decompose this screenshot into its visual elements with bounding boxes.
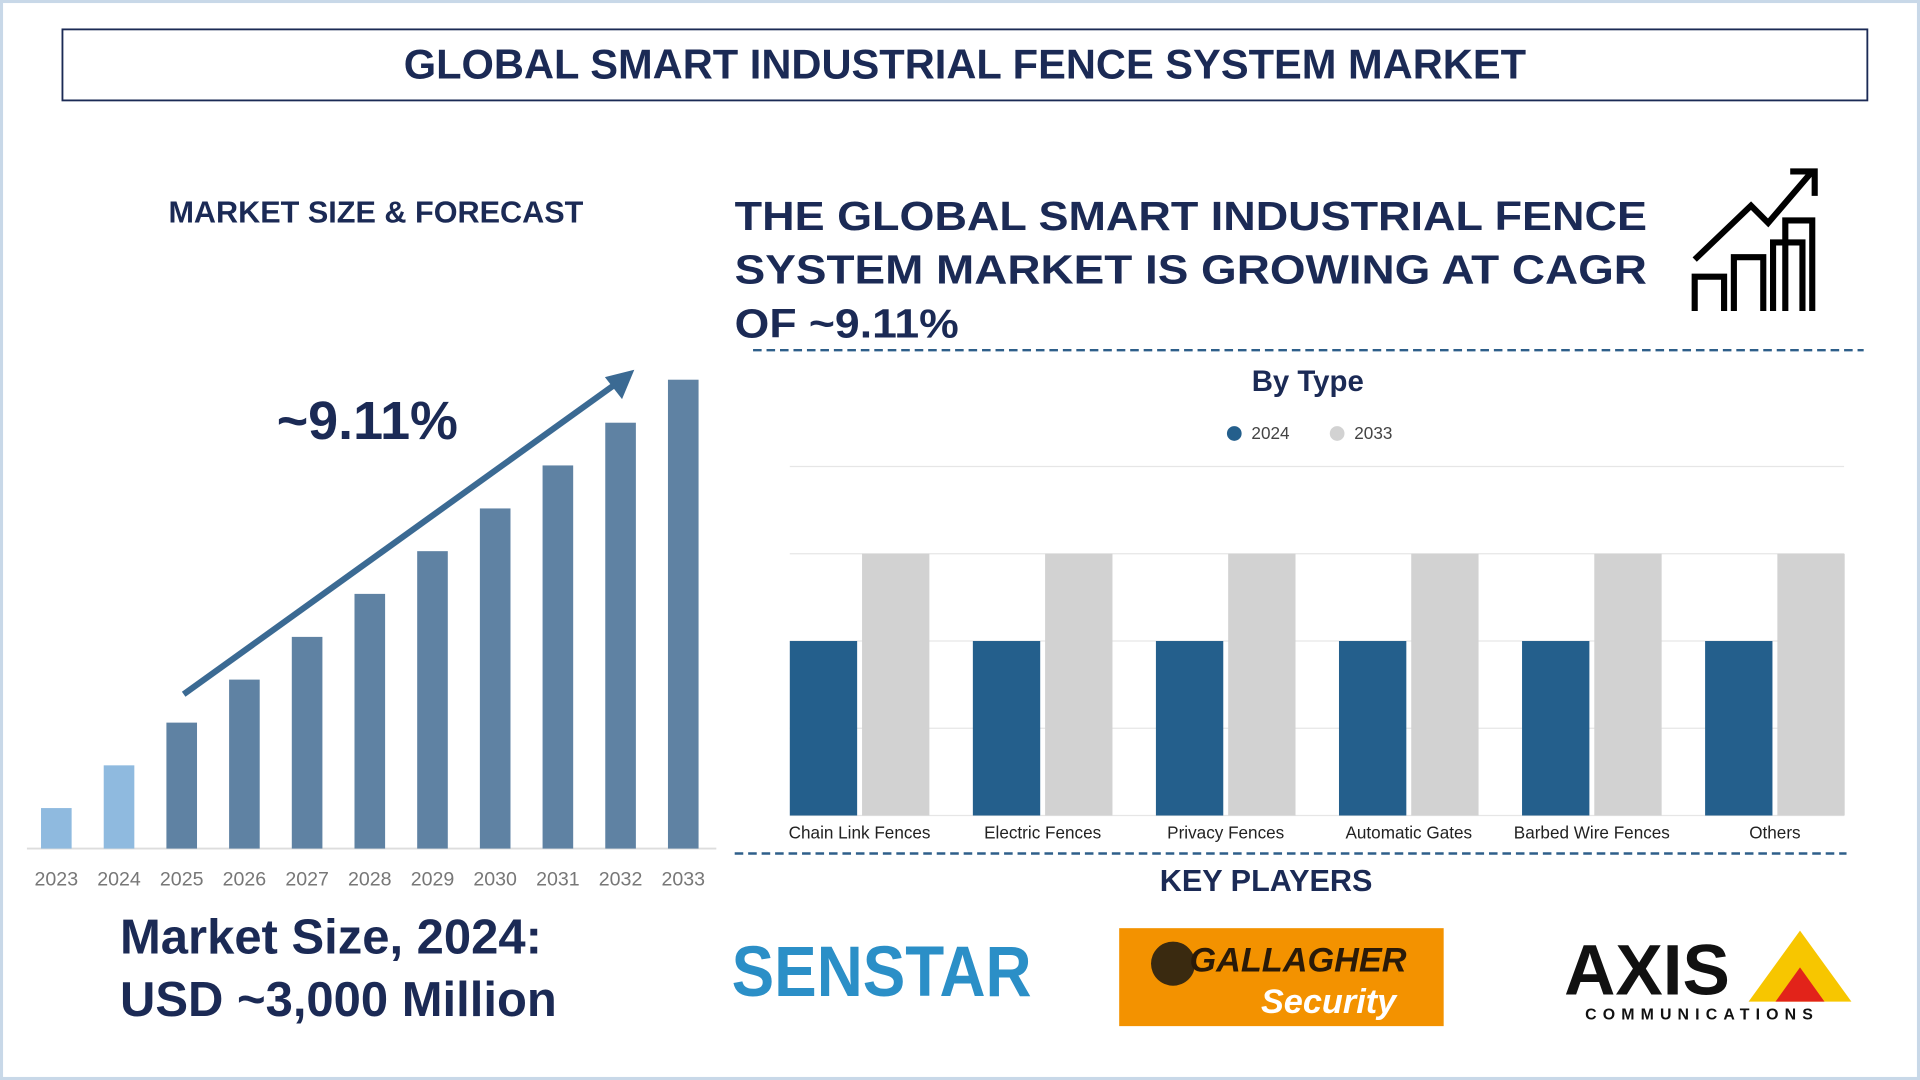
bar [417, 551, 448, 849]
bar [1155, 641, 1224, 816]
player-logo: GALLAGHER [1189, 942, 1406, 980]
x-tick-label: 2030 [473, 869, 517, 891]
bar [166, 722, 198, 849]
market-size: USD ~3,000 Million [120, 973, 557, 1027]
x-tick-label: Privacy Fences [1167, 822, 1284, 842]
x-tick-label: Automatic Gates [1345, 822, 1472, 842]
x-tick-label: 2027 [285, 869, 329, 891]
market-size: Market Size, 2024: [120, 910, 542, 964]
chart-title: By Type [1252, 365, 1364, 398]
headline: SYSTEM MARKET IS GROWING AT CAGR [735, 247, 1647, 293]
page-title: GLOBAL SMART INDUSTRIAL FENCE SYSTEM MAR… [404, 40, 1526, 87]
x-tick-label: 2026 [223, 869, 267, 891]
x-tick-label: 2028 [348, 869, 392, 891]
player-logo: SENSTAR [732, 933, 1032, 1012]
x-tick-label: Barbed Wire Fences [1514, 822, 1670, 842]
x-tick-label: 2025 [160, 869, 204, 891]
legend-label: 2033 [1354, 423, 1392, 443]
bar [1522, 641, 1590, 816]
legend-swatch [1329, 426, 1345, 441]
x-tick-label: 2032 [599, 869, 643, 891]
x-tick-label: Electric Fences [984, 822, 1101, 842]
x-tick-label: 2029 [411, 869, 455, 891]
bar [862, 553, 930, 816]
headline: OF ~9.11% [735, 301, 959, 347]
x-tick-label: Others [1749, 822, 1800, 842]
legend-label: 2024 [1251, 423, 1290, 443]
axis-triangle [1775, 967, 1825, 1002]
bar [41, 808, 72, 849]
headline: THE GLOBAL SMART INDUSTRIAL FENCE [735, 193, 1647, 239]
trend-arrow [181, 379, 621, 697]
bar [605, 422, 636, 849]
bar [103, 765, 135, 849]
player-tagline: COMMUNICATIONS [1585, 1006, 1819, 1023]
gallagher-emblem [1151, 941, 1196, 986]
bar [542, 465, 574, 849]
bar [1594, 553, 1662, 816]
chart-title: MARKET SIZE & FORECAST [168, 195, 583, 229]
x-tick-label: 2031 [536, 869, 580, 891]
bar [1338, 641, 1407, 816]
x-tick-label: 2023 [35, 869, 79, 891]
bar [789, 641, 858, 816]
bar [354, 593, 386, 849]
bar [667, 379, 699, 849]
bar [291, 636, 323, 849]
x-tick-label: 2024 [97, 869, 141, 891]
bar [1777, 553, 1845, 816]
bar [1228, 553, 1296, 816]
player-logo: AXIS [1564, 932, 1730, 1011]
player-tagline: Security [1261, 983, 1398, 1021]
x-tick-label: 2033 [661, 869, 705, 891]
axis-triangle [1748, 930, 1852, 1002]
bar [1411, 553, 1479, 816]
cagr-annotation: ~9.11% [277, 391, 458, 451]
trend-arrow-head [604, 369, 635, 400]
bar [972, 641, 1041, 816]
x-tick-label: Chain Link Fences [789, 822, 931, 842]
title-box [61, 28, 1869, 102]
bar [229, 679, 260, 849]
legend-swatch [1226, 426, 1242, 441]
growth-icon [1691, 168, 1818, 312]
bar [1705, 641, 1773, 816]
bar [479, 508, 511, 849]
key-players-title: KEY PLAYERS [1160, 864, 1373, 898]
bar [1045, 553, 1113, 816]
